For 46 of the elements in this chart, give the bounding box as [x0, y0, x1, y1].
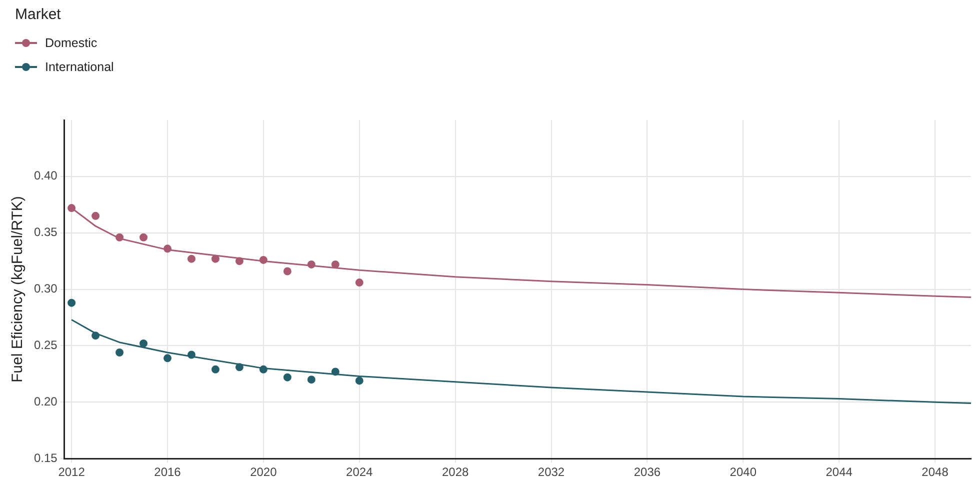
legend-label: International — [45, 60, 114, 74]
legend-title: Market — [15, 6, 62, 23]
point — [140, 339, 148, 348]
y-tick-label: 0.35 — [34, 225, 58, 240]
point — [68, 204, 76, 212]
point — [283, 267, 292, 276]
point — [187, 254, 196, 263]
point — [307, 260, 316, 268]
legend-label: Domestic — [45, 36, 98, 50]
point — [235, 363, 244, 372]
x-tick-label: 2036 — [634, 465, 661, 480]
point — [355, 376, 364, 385]
point — [331, 368, 340, 376]
y-axis-title: Fuel Eficiency (kgFuel/RTK) — [9, 196, 26, 383]
point — [92, 332, 100, 340]
point — [187, 350, 196, 359]
y-tick-label: 0.30 — [34, 282, 58, 296]
point — [355, 278, 364, 287]
point — [259, 365, 268, 374]
y-tick-label: 0.40 — [34, 168, 58, 183]
x-tick-label: 2028 — [442, 465, 469, 480]
point — [235, 257, 244, 266]
y-tick-label: 0.25 — [34, 338, 58, 352]
point — [116, 233, 124, 242]
x-tick-label: 2032 — [538, 465, 565, 480]
y-tick-label: 0.20 — [34, 394, 58, 408]
x-tick-label: 2044 — [826, 465, 853, 480]
point — [331, 260, 340, 268]
x-tick-label: 2020 — [250, 465, 278, 480]
point — [283, 373, 292, 382]
point — [163, 244, 172, 253]
x-tick-label: 2048 — [922, 465, 949, 480]
x-tick-label: 2024 — [346, 465, 374, 480]
point — [259, 256, 268, 264]
point — [140, 233, 148, 242]
point — [163, 354, 172, 362]
point — [211, 254, 220, 263]
x-tick-label: 2012 — [58, 465, 86, 480]
point — [92, 212, 100, 220]
x-tick-label: 2040 — [730, 465, 757, 480]
point — [307, 376, 316, 384]
x-tick-label: 2016 — [154, 465, 182, 480]
y-tick-label: 0.15 — [34, 450, 58, 465]
point — [68, 298, 76, 307]
point — [211, 365, 220, 374]
point — [116, 348, 124, 357]
